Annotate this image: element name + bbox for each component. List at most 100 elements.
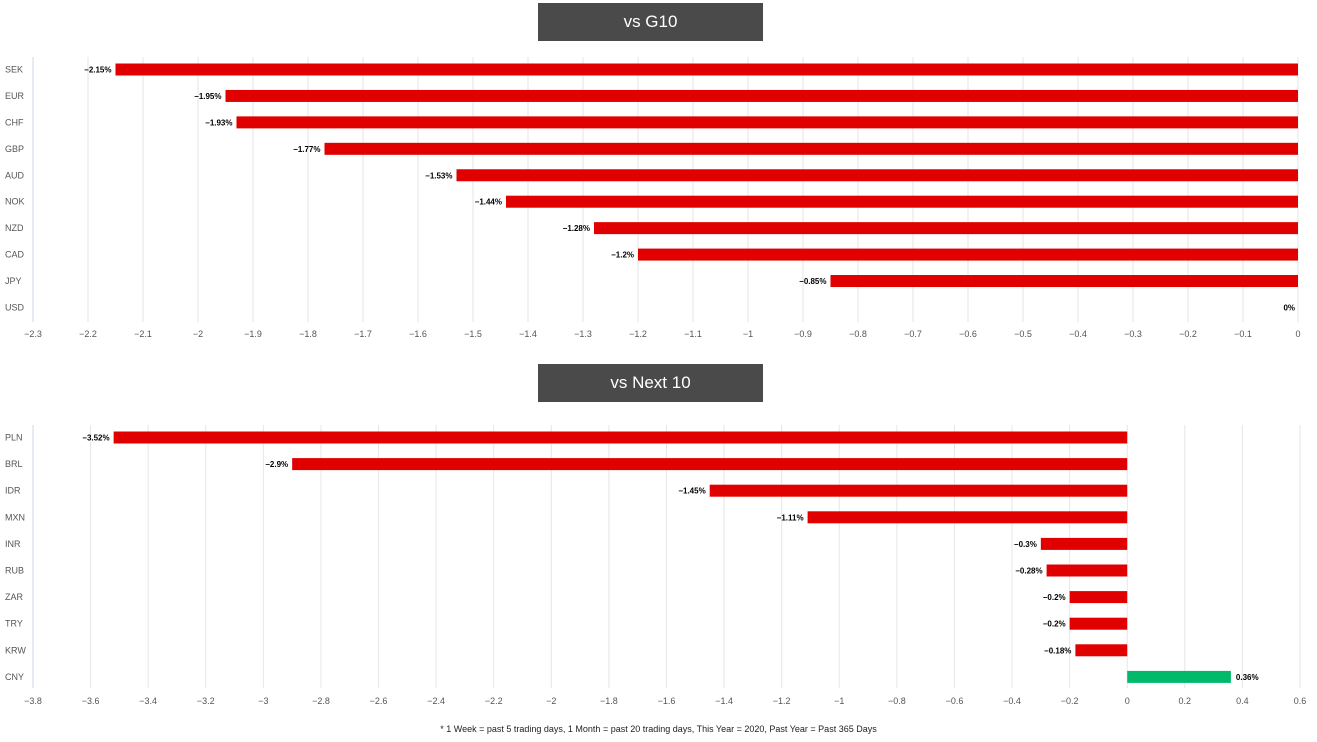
bar-jpy [830, 275, 1298, 288]
x-tick-label: −1.4 [519, 329, 537, 339]
category-label: ZAR [5, 592, 24, 602]
data-label: −0.28% [1015, 567, 1042, 576]
data-label: −2.15% [84, 66, 111, 75]
x-tick-label: −1.7 [354, 329, 372, 339]
bar-gbp [324, 142, 1298, 155]
category-label: KRW [5, 645, 26, 655]
bar-chart-g10: −2.3 −2.2 −2.1 −2 −1.9 −1.8 −1.7 −1.6 −1.5 −1.4 −1… [5, 57, 1301, 339]
x-tick-label: −2.6 [370, 696, 388, 706]
x-tick-label: −0.7 [904, 329, 922, 339]
category-label: PLN [5, 433, 23, 443]
x-tick-label: −1.8 [299, 329, 317, 339]
x-tick-label: −2.2 [485, 696, 503, 706]
category-label: NZD [5, 223, 24, 233]
x-tick-label: −3 [258, 696, 268, 706]
category-label: GBP [5, 144, 24, 154]
data-label: −0.2% [1043, 593, 1066, 602]
data-label: −0.85% [799, 277, 826, 286]
bar-aud [456, 169, 1298, 182]
bar-inr [1040, 537, 1128, 550]
x-tick-label: 0.4 [1236, 696, 1249, 706]
x-tick-label: 0.2 [1179, 696, 1192, 706]
x-tick-label: −3.8 [24, 696, 42, 706]
data-label: −2.9% [265, 460, 288, 469]
data-label: 0.36% [1236, 673, 1259, 682]
data-label: −1.44% [475, 198, 502, 207]
bar-try [1069, 617, 1128, 630]
data-label: −1.93% [205, 118, 232, 127]
chart-title-g10: vs G10 [538, 3, 763, 41]
x-tick-label: −2.2 [79, 329, 97, 339]
x-tick-label: −0.6 [959, 329, 977, 339]
x-tick-label: −1.4 [715, 696, 733, 706]
x-tick-label: −0.8 [849, 329, 867, 339]
x-tick-label: −1.5 [464, 329, 482, 339]
category-label: AUD [5, 170, 25, 180]
data-label: −1.53% [425, 171, 452, 180]
x-tick-label: −3.2 [197, 696, 215, 706]
x-tick-label: 0 [1125, 696, 1130, 706]
category-label: CAD [5, 250, 25, 260]
x-tick-label: −0.2 [1061, 696, 1079, 706]
x-tick-label: −0.4 [1069, 329, 1087, 339]
x-tick-label: −1.9 [244, 329, 262, 339]
bar-sek [115, 63, 1298, 76]
x-tick-label: −1.2 [773, 696, 791, 706]
data-label: −1.77% [293, 145, 320, 154]
footnote: * 1 Week = past 5 trading days, 1 Month … [440, 724, 877, 734]
x-tick-label: −0.2 [1179, 329, 1197, 339]
x-tick-label: −0.5 [1014, 329, 1032, 339]
x-tick-label: −2 [546, 696, 556, 706]
data-label: −1.95% [194, 92, 221, 101]
category-label: MXN [5, 512, 25, 522]
x-tick-label: −1 [834, 696, 844, 706]
bar-eur [225, 89, 1298, 102]
x-tick-label: −0.9 [794, 329, 812, 339]
category-label: TRY [5, 619, 23, 629]
category-label: CHF [5, 117, 24, 127]
x-tick-label: −0.8 [888, 696, 906, 706]
x-tick-label: −0.1 [1234, 329, 1252, 339]
category-label: CNY [5, 672, 24, 682]
data-label: −0.3% [1014, 540, 1037, 549]
x-tick-label: −2.1 [134, 329, 152, 339]
bar-mxn [807, 511, 1128, 524]
x-tick-label: −1.1 [684, 329, 702, 339]
bar-cad [638, 248, 1298, 261]
category-label: IDR [5, 486, 21, 496]
data-label: −1.28% [563, 224, 590, 233]
x-tick-label: −0.3 [1124, 329, 1142, 339]
category-label: SEK [5, 65, 23, 75]
x-tick-label: −0.4 [1003, 696, 1021, 706]
x-tick-label: −1.2 [629, 329, 647, 339]
chart-title-next10: vs Next 10 [538, 364, 763, 402]
x-tick-label: −2.4 [427, 696, 445, 706]
bar-cny [1127, 670, 1231, 683]
category-label: JPY [5, 276, 22, 286]
data-label: −3.52% [82, 434, 109, 443]
x-tick-label: −2 [193, 329, 203, 339]
bar-idr [709, 484, 1128, 497]
bar-nzd [594, 222, 1298, 235]
category-label: NOK [5, 197, 25, 207]
x-tick-label: −1.6 [409, 329, 427, 339]
category-label: BRL [5, 459, 23, 469]
x-tick-label: −1 [743, 329, 753, 339]
data-label: −0.2% [1043, 620, 1066, 629]
category-label: RUB [5, 566, 24, 576]
data-label: −0.18% [1044, 646, 1071, 655]
x-tick-label: −3.6 [82, 696, 100, 706]
bar-zar [1069, 591, 1128, 604]
category-label: EUR [5, 91, 25, 101]
x-tick-label: −1.6 [658, 696, 676, 706]
bar-brl [292, 458, 1128, 471]
bar-nok [506, 195, 1298, 208]
data-label: −1.2% [611, 251, 634, 260]
category-label: USD [5, 302, 25, 312]
x-tick-label: −2.8 [312, 696, 330, 706]
bar-krw [1075, 644, 1128, 657]
data-label: −1.45% [678, 487, 705, 496]
x-tick-label: −1.8 [600, 696, 618, 706]
data-label: 0% [1283, 303, 1295, 312]
x-tick-label: −1.3 [574, 329, 592, 339]
